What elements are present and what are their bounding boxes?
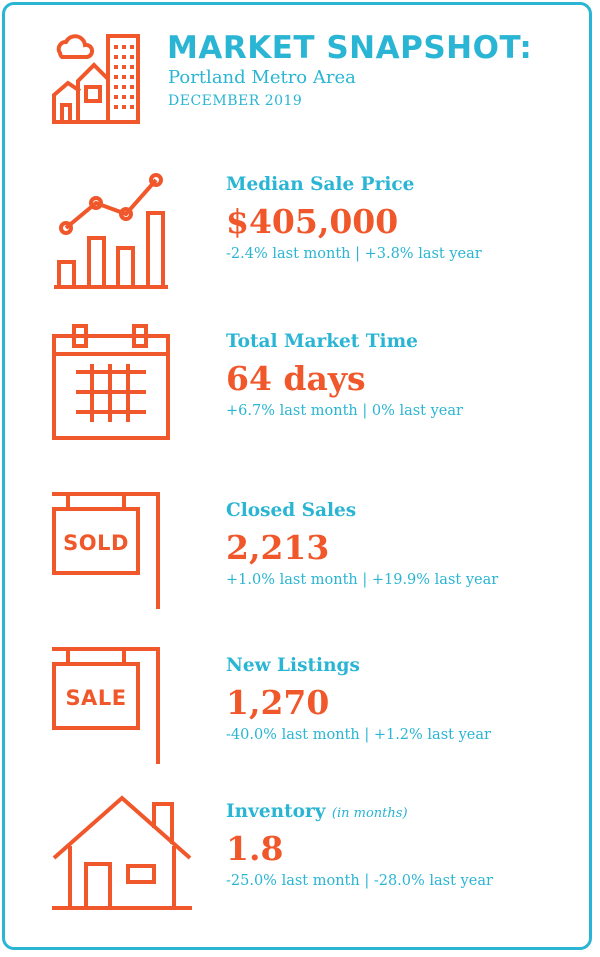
bar-chart-icon bbox=[54, 173, 168, 289]
inventory-label-text: Inventory bbox=[226, 801, 326, 822]
stat-label-new-listings: New Listings bbox=[226, 655, 360, 676]
stat-change-median-sale-price: -2.4% last month | +3.8% last year bbox=[226, 246, 482, 262]
stat-change-new-listings: -40.0% last month | +1.2% last year bbox=[226, 727, 491, 743]
page-title: MARKET SNAPSHOT: bbox=[167, 30, 533, 66]
calendar-icon bbox=[52, 324, 170, 440]
stat-label-closed-sales: Closed Sales bbox=[226, 500, 357, 521]
stat-value-median-sale-price: $405,000 bbox=[226, 202, 399, 241]
report-date: DECEMBER 2019 bbox=[168, 93, 303, 109]
stat-value-total-market-time: 64 days bbox=[226, 359, 366, 398]
stat-change-closed-sales: +1.0% last month | +19.9% last year bbox=[226, 572, 499, 588]
stat-value-closed-sales: 2,213 bbox=[226, 528, 330, 567]
stat-change-total-market-time: +6.7% last month | 0% last year bbox=[226, 403, 463, 419]
sale-sign-icon: SALE bbox=[52, 647, 160, 764]
stat-value-inventory: 1.8 bbox=[226, 829, 284, 868]
stat-value-new-listings: 1,270 bbox=[226, 683, 330, 722]
stat-label-total-market-time: Total Market Time bbox=[226, 331, 418, 352]
stat-label-median-sale-price: Median Sale Price bbox=[226, 174, 415, 195]
stat-change-inventory: -25.0% last month | -28.0% last year bbox=[226, 873, 493, 889]
snapshot-card bbox=[2, 2, 592, 950]
city-buildings-icon bbox=[52, 34, 140, 124]
sale-sign-text: SALE bbox=[65, 686, 126, 710]
sold-sign-icon: SOLD bbox=[52, 492, 160, 609]
sold-sign-text: SOLD bbox=[63, 531, 129, 555]
stat-label-inventory: Inventory (in months) bbox=[226, 801, 408, 822]
region-subtitle: Portland Metro Area bbox=[168, 67, 356, 88]
inventory-unit-note: (in months) bbox=[331, 806, 408, 821]
house-icon bbox=[52, 795, 192, 910]
